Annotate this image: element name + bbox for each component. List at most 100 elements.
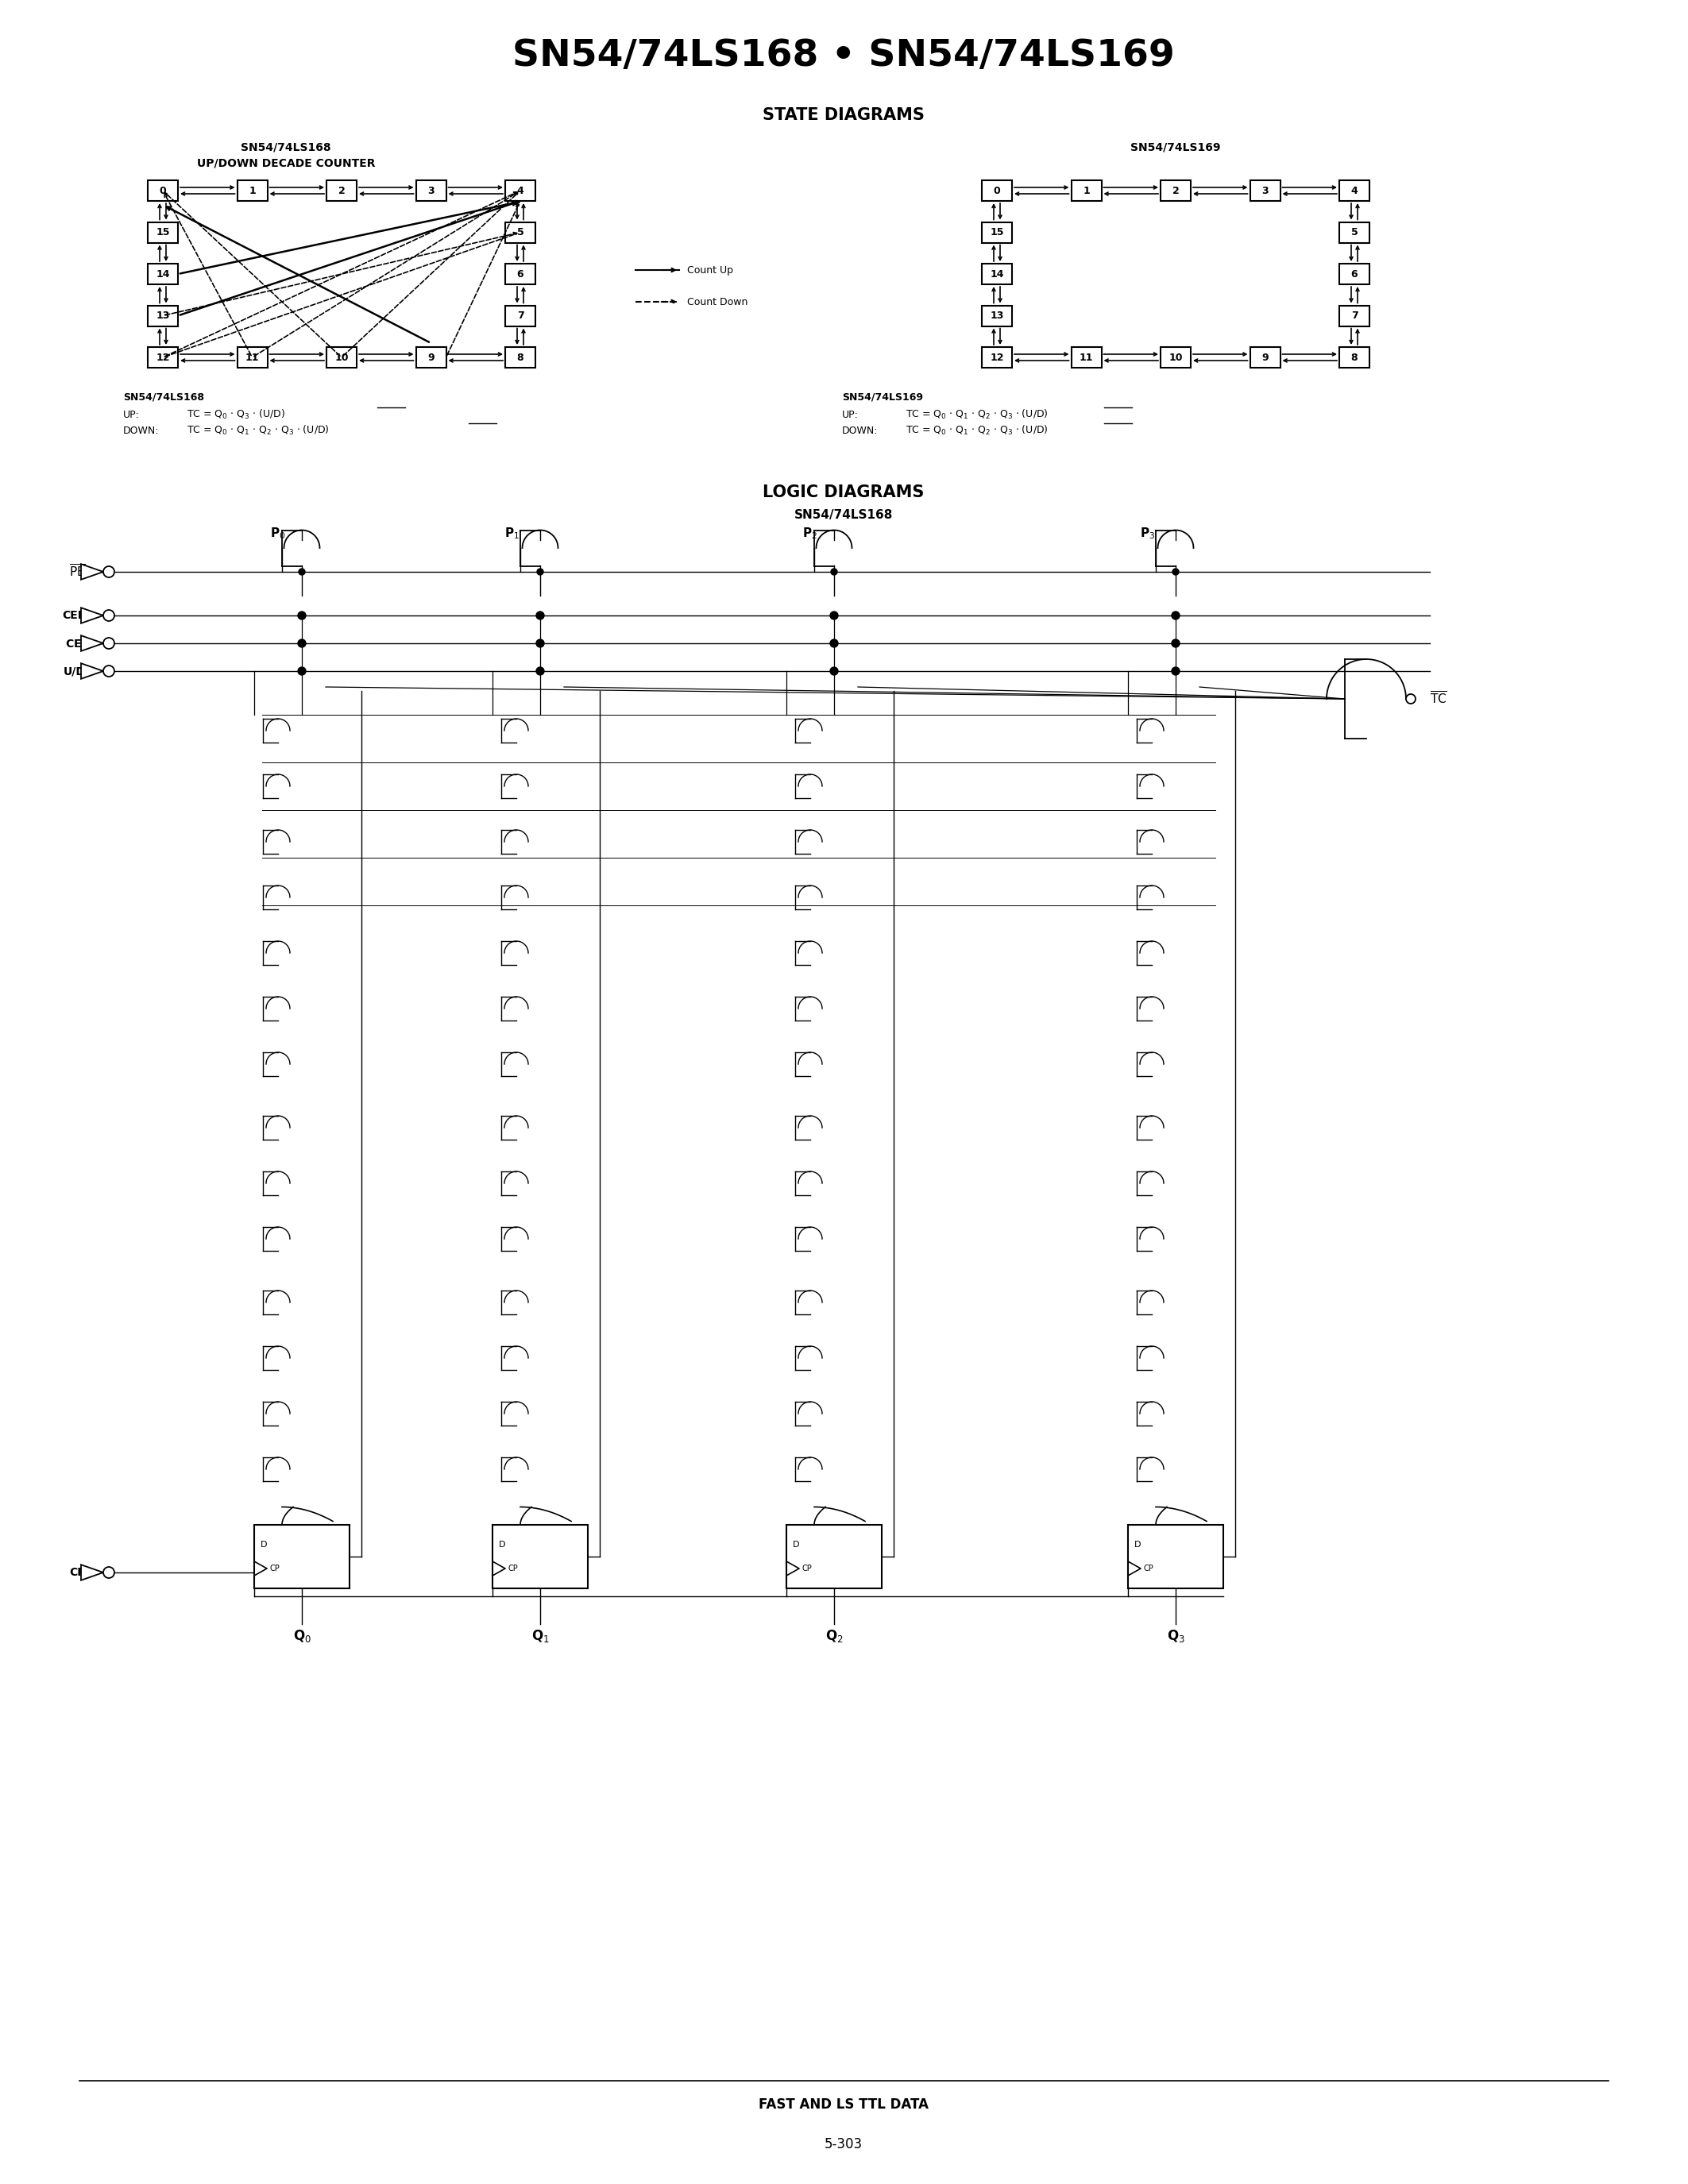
- Text: 14: 14: [989, 269, 1004, 280]
- Bar: [493, 1524, 587, 1588]
- Bar: [982, 181, 1013, 201]
- Text: CP: CP: [508, 1564, 518, 1572]
- Text: UP:: UP:: [842, 408, 859, 419]
- Text: 8: 8: [1350, 352, 1357, 363]
- Circle shape: [830, 640, 837, 646]
- Text: UP:: UP:: [123, 408, 140, 419]
- Text: 9: 9: [1261, 352, 1268, 363]
- Text: 13: 13: [989, 310, 1004, 321]
- Text: TC = Q$_0$ $\cdot$ Q$_1$ $\cdot$ Q$_2$ $\cdot$ Q$_3$ $\cdot$ (U/D): TC = Q$_0$ $\cdot$ Q$_1$ $\cdot$ Q$_2$ $…: [905, 424, 1048, 437]
- Bar: [1339, 181, 1369, 201]
- Bar: [505, 347, 535, 367]
- Circle shape: [830, 612, 837, 620]
- Text: CP: CP: [69, 1566, 86, 1579]
- Text: $\overline{\mathrm{PE}}$: $\overline{\mathrm{PE}}$: [69, 563, 86, 579]
- Bar: [255, 1524, 349, 1588]
- Bar: [1072, 181, 1101, 201]
- Text: 13: 13: [155, 310, 170, 321]
- Text: P$_3$: P$_3$: [1139, 526, 1156, 542]
- Text: U/D: U/D: [64, 666, 86, 677]
- Text: CEP: CEP: [62, 609, 86, 620]
- Text: 12: 12: [989, 352, 1004, 363]
- Text: DOWN:: DOWN:: [842, 426, 878, 435]
- Text: CP: CP: [802, 1564, 812, 1572]
- Circle shape: [299, 568, 306, 574]
- Text: Q$_3$: Q$_3$: [1166, 1627, 1185, 1645]
- Text: 0: 0: [994, 186, 1001, 197]
- Bar: [326, 347, 356, 367]
- Circle shape: [1171, 612, 1180, 620]
- Bar: [149, 264, 177, 284]
- Text: 10: 10: [1168, 352, 1183, 363]
- Text: SN54/74LS168: SN54/74LS168: [795, 509, 893, 520]
- Bar: [505, 264, 535, 284]
- Text: 2: 2: [1171, 186, 1180, 197]
- Text: 11: 11: [1079, 352, 1094, 363]
- Bar: [236, 347, 267, 367]
- Text: 10: 10: [334, 352, 348, 363]
- Text: TC = Q$_0$ $\cdot$ Q$_3$ $\cdot$ (U/D): TC = Q$_0$ $\cdot$ Q$_3$ $\cdot$ (U/D): [187, 408, 285, 422]
- Bar: [1249, 347, 1280, 367]
- Text: D: D: [1134, 1540, 1141, 1548]
- Text: CE$\overline{\mathrm{I}}$: CE$\overline{\mathrm{I}}$: [66, 636, 86, 651]
- Text: SN54/74LS168 • SN54/74LS169: SN54/74LS168 • SN54/74LS169: [513, 37, 1175, 74]
- Bar: [415, 181, 446, 201]
- Circle shape: [1406, 695, 1416, 703]
- Text: 7: 7: [517, 310, 523, 321]
- Text: SN54/74LS168: SN54/74LS168: [241, 142, 331, 153]
- Text: TC = Q$_0$ $\cdot$ Q$_1$ $\cdot$ Q$_2$ $\cdot$ Q$_3$ $\cdot$ (U/D): TC = Q$_0$ $\cdot$ Q$_1$ $\cdot$ Q$_2$ $…: [187, 424, 329, 437]
- Bar: [1339, 223, 1369, 242]
- Text: 0: 0: [159, 186, 167, 197]
- Bar: [982, 223, 1013, 242]
- Text: Q$_1$: Q$_1$: [532, 1627, 549, 1645]
- Text: SN54/74LS169: SN54/74LS169: [842, 391, 923, 402]
- Bar: [505, 306, 535, 325]
- Bar: [149, 223, 177, 242]
- Bar: [1249, 181, 1280, 201]
- Text: $\overline{\mathrm{TC}}$: $\overline{\mathrm{TC}}$: [1430, 690, 1447, 708]
- Text: 14: 14: [155, 269, 170, 280]
- Text: 15: 15: [989, 227, 1004, 238]
- Bar: [1339, 306, 1369, 325]
- Text: 15: 15: [155, 227, 170, 238]
- Circle shape: [1171, 666, 1180, 675]
- Circle shape: [537, 612, 544, 620]
- Text: P$_1$: P$_1$: [505, 526, 520, 542]
- Text: 4: 4: [517, 186, 523, 197]
- Circle shape: [103, 1566, 115, 1579]
- Text: 6: 6: [517, 269, 523, 280]
- Text: DOWN:: DOWN:: [123, 426, 159, 435]
- Bar: [505, 181, 535, 201]
- Text: 4: 4: [1350, 186, 1357, 197]
- Text: 1: 1: [1082, 186, 1090, 197]
- Text: 5-303: 5-303: [824, 2138, 863, 2151]
- Circle shape: [103, 609, 115, 620]
- Text: TC = Q$_0$ $\cdot$ Q$_1$ $\cdot$ Q$_2$ $\cdot$ Q$_3$ $\cdot$ (U/D): TC = Q$_0$ $\cdot$ Q$_1$ $\cdot$ Q$_2$ $…: [905, 408, 1048, 422]
- Polygon shape: [81, 607, 103, 622]
- Circle shape: [103, 666, 115, 677]
- Bar: [149, 306, 177, 325]
- Text: 5: 5: [1350, 227, 1357, 238]
- Polygon shape: [81, 563, 103, 579]
- Polygon shape: [81, 1564, 103, 1581]
- Text: SN54/74LS168: SN54/74LS168: [123, 391, 204, 402]
- Text: STATE DIAGRAMS: STATE DIAGRAMS: [763, 107, 925, 122]
- Text: FAST AND LS TTL DATA: FAST AND LS TTL DATA: [758, 2097, 928, 2112]
- Text: D: D: [260, 1540, 267, 1548]
- Text: SN54/74LS169: SN54/74LS169: [1131, 142, 1220, 153]
- Text: 3: 3: [427, 186, 434, 197]
- Text: UP/DOWN DECADE COUNTER: UP/DOWN DECADE COUNTER: [197, 157, 375, 168]
- Circle shape: [1173, 568, 1178, 574]
- Bar: [1339, 347, 1369, 367]
- Text: D: D: [500, 1540, 506, 1548]
- Text: 9: 9: [427, 352, 434, 363]
- Bar: [1161, 347, 1190, 367]
- Circle shape: [297, 612, 306, 620]
- Bar: [982, 306, 1013, 325]
- Text: 11: 11: [245, 352, 260, 363]
- Text: 1: 1: [248, 186, 255, 197]
- Text: Q$_2$: Q$_2$: [825, 1627, 842, 1645]
- Text: P$_2$: P$_2$: [803, 526, 817, 542]
- Text: LOGIC DIAGRAMS: LOGIC DIAGRAMS: [763, 485, 925, 500]
- Text: CP: CP: [270, 1564, 280, 1572]
